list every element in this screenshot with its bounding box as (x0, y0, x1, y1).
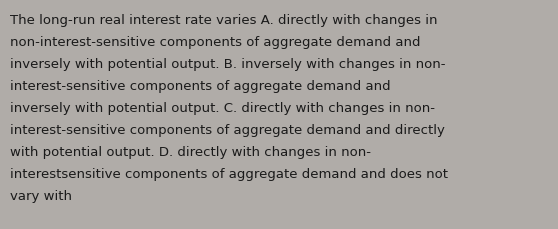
Text: vary with: vary with (10, 189, 72, 202)
Text: interestsensitive components of aggregate demand and does not: interestsensitive components of aggregat… (10, 167, 448, 180)
Text: with potential output. D. directly with changes in non-: with potential output. D. directly with … (10, 145, 371, 158)
Text: non-interest-sensitive components of aggregate demand and: non-interest-sensitive components of agg… (10, 36, 421, 49)
Text: interest-sensitive components of aggregate demand and directly: interest-sensitive components of aggrega… (10, 123, 445, 136)
Text: interest-sensitive components of aggregate demand and: interest-sensitive components of aggrega… (10, 80, 391, 93)
Text: inversely with potential output. C. directly with changes in non-: inversely with potential output. C. dire… (10, 101, 435, 114)
Text: The long-run real interest rate varies A. directly with changes in: The long-run real interest rate varies A… (10, 14, 437, 27)
Text: inversely with potential output. B. inversely with changes in non-: inversely with potential output. B. inve… (10, 58, 445, 71)
